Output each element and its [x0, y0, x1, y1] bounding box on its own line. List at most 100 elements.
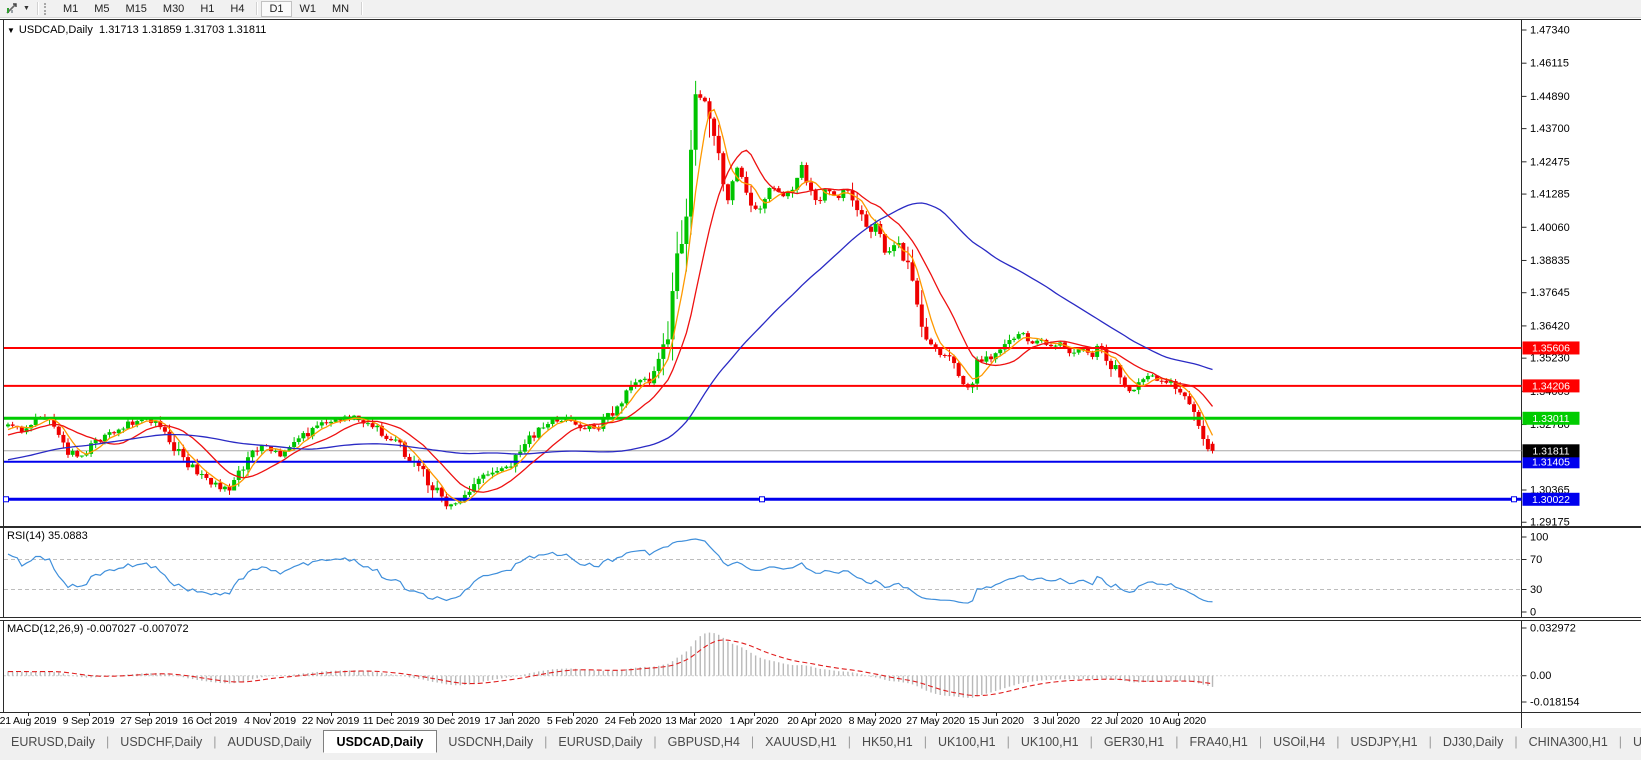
tab-separator: | [1258, 735, 1263, 749]
timeframe-button-m1[interactable]: M1 [62, 2, 79, 15]
chart-tab-xauusd-h1[interactable]: XAUUSD,H1 [765, 735, 837, 749]
timeframe-button-w1[interactable]: W1 [299, 2, 317, 15]
date-tick [996, 713, 997, 716]
tab-separator: | [847, 735, 851, 749]
date-tick [633, 713, 634, 716]
price-tick-label: 1.44890 [1530, 91, 1570, 103]
chart-tab-dj30-daily[interactable]: DJ30,Daily [1442, 735, 1504, 749]
date-tick [1056, 713, 1058, 716]
date-label: 30 Dec 2019 [422, 715, 481, 727]
chart-tab-eurusd-daily[interactable]: EURUSD,Daily [558, 735, 643, 749]
chart-tab-uk100-h1[interactable]: UK100,H1 [937, 735, 996, 749]
rsi-panel[interactable]: 100 70 30 0 RSI(14) 35.0883 [0, 527, 1641, 618]
date-label: 13 Mar 2020 [665, 715, 722, 727]
timeframe-button-m5[interactable]: M5 [94, 2, 110, 15]
axis-corner-line [1521, 713, 1522, 728]
date-label: 27 Sep 2019 [120, 715, 178, 727]
date-label: 27 May 2020 [906, 715, 965, 727]
tab-separator: | [213, 735, 217, 749]
date-tick [28, 713, 29, 716]
chart-tab-usdchf-daily[interactable]: USDCHF,Daily [120, 735, 203, 749]
chart-tab-usdjpy-h1[interactable]: USDJPY,H1 [1350, 735, 1418, 749]
svg-text:1.30022: 1.30022 [1532, 494, 1570, 506]
timeframe-button-mn[interactable]: MN [332, 2, 350, 15]
date-label: 20 Apr 2020 [787, 715, 842, 727]
rsi-line [7, 538, 1213, 604]
chart-tab-gbpusd-h4[interactable]: GBPUSD,H4 [667, 735, 740, 749]
timeframe-button-m30[interactable]: M30 [162, 2, 185, 15]
current-price-label [1522, 444, 1580, 458]
ma-slow-line [7, 202, 1213, 461]
date-tick [754, 713, 755, 716]
chart-tab-bar: EURUSD,Daily | USDCHF,Daily | AUDUSD,Daily US… [0, 728, 1641, 760]
date-label: 22 Nov 2019 [301, 715, 360, 727]
caret-down-icon[interactable]: ▼ [23, 5, 30, 12]
timeframe-button-d1[interactable]: D1 [261, 0, 292, 17]
hline-price-label [1522, 411, 1580, 425]
date-tick [693, 713, 695, 716]
svg-text:1.35606: 1.35606 [1532, 342, 1570, 354]
price-tick-label: 1.38835 [1530, 255, 1570, 267]
hline-price-label [1522, 379, 1580, 393]
macd-tick-label: -0.018154 [1530, 697, 1580, 709]
chart-tab-china300-h1[interactable]: CHINA300,H1 [1528, 735, 1608, 749]
price-tick-label: 1.43700 [1530, 123, 1570, 135]
price-tick-label: 1.46115 [1530, 58, 1569, 70]
price-tick-label: 1.37645 [1530, 287, 1570, 299]
hline-price-label [1522, 492, 1580, 506]
chart-tab-usoil-h1[interactable]: USOil,H1 [1633, 735, 1641, 749]
chart-tab-usoil-h4[interactable]: USOil,H4 [1273, 735, 1326, 749]
tab-separator: | [923, 735, 927, 749]
price-chart-canvas[interactable]: 1.47340 1.46115 1.44890 1.43700 1.42475 1.412… [0, 19, 1641, 527]
timeframes-toolbar: ▼ M1 M5 M15 M30 H1 H4 D1 W1 MN [0, 0, 1641, 18]
macd-panel[interactable]: 0.032972 0.00 -0.018154 MACD(12,26,9) -0.0… [0, 620, 1641, 713]
hline-handle[interactable] [1511, 496, 1517, 503]
tab-separator: | [1175, 735, 1179, 749]
tab-separator: | [653, 735, 657, 749]
toolbar-grip[interactable] [43, 2, 49, 15]
macd-histogram [7, 632, 1214, 698]
timeframe-button-h4[interactable]: H4 [230, 2, 245, 15]
ma-fast-line [7, 108, 1214, 504]
chart-tab-usdcad-daily-active[interactable]: USDCAD,Daily [322, 730, 438, 753]
svg-text:1.31405: 1.31405 [1532, 456, 1570, 468]
tab-separator: | [1618, 735, 1623, 749]
timeframe-button-h1[interactable]: H1 [200, 2, 215, 15]
macd-canvas[interactable]: 0.032972 0.00 -0.018154 [0, 620, 1641, 713]
price-tick-label: 1.40060 [1530, 222, 1570, 234]
timeframe-button-m15[interactable]: M15 [125, 2, 147, 15]
chart-pointer-icon[interactable] [3, 2, 23, 16]
date-tick [572, 713, 574, 716]
tab-separator: | [1514, 735, 1518, 749]
hline-price-label [1522, 455, 1580, 469]
date-label: 5 Feb 2020 [546, 715, 599, 727]
date-axis: 21 Aug 2019 9 Sep 2019 27 Sep 2019 16 Oct 2… [0, 713, 1641, 729]
date-label: 15 Jun 2020 [968, 715, 1024, 727]
rsi-canvas[interactable]: 100 70 30 0 [0, 527, 1641, 618]
date-label: 16 Oct 2019 [181, 715, 238, 727]
chart-tab-eurusd-daily[interactable]: EURUSD,Daily [11, 735, 96, 749]
chart-tab-hk50-h1[interactable]: HK50,H1 [861, 735, 913, 749]
rsi-value: 35.0883 [47, 530, 88, 542]
date-label: 11 Dec 2019 [362, 715, 420, 727]
chart-tab-ger30-h1[interactable]: GER30,H1 [1103, 735, 1165, 749]
chart-tab-fra40-h1[interactable]: FRA40,H1 [1189, 735, 1248, 749]
triangle-down-icon[interactable]: ▼ [7, 26, 15, 35]
date-tick [88, 713, 90, 716]
chart-tab-usdcnh-daily[interactable]: USDCNH,Daily [448, 735, 534, 749]
date-label: 1 Apr 2020 [729, 715, 779, 727]
hline-handle[interactable] [3, 496, 9, 503]
date-tick [391, 713, 392, 716]
date-label: 24 Feb 2020 [604, 715, 662, 727]
price-chart-panel[interactable]: 1.47340 1.46115 1.44890 1.43700 1.42475 1.412… [0, 19, 1641, 527]
price-tick-label: 1.29175 [1530, 517, 1570, 527]
chart-tab-uk100-h1[interactable]: UK100,H1 [1020, 735, 1079, 749]
candles-series[interactable] [6, 80, 1215, 510]
date-tick [814, 713, 816, 716]
hline-handle[interactable] [759, 496, 765, 503]
tab-separator: | [106, 735, 110, 749]
macd-label: MACD(12,26,9) -0.007027 -0.007072 [7, 623, 189, 635]
chart-tab-audusd-daily[interactable]: AUDUSD,Daily [227, 735, 312, 749]
date-tick [209, 713, 211, 716]
